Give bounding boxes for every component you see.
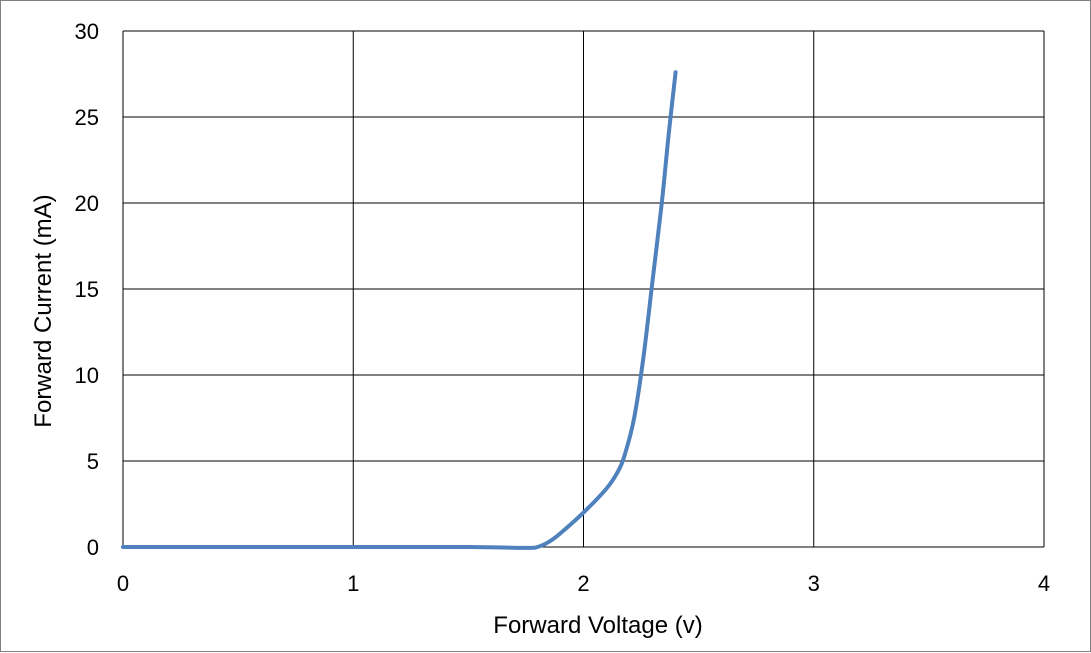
- x-tick-label: 1: [347, 571, 359, 596]
- x-tick-label: 0: [117, 571, 129, 596]
- x-tick-label: 4: [1038, 571, 1050, 596]
- x-axis-title: Forward Voltage (v): [493, 612, 702, 639]
- x-tick-label: 2: [577, 571, 589, 596]
- grid: [123, 31, 1044, 547]
- tick-labels: 0 1 2 3 4 0 5 10 15 20 25 30: [75, 19, 1051, 596]
- y-tick-label: 10: [75, 363, 99, 388]
- y-tick-label: 20: [75, 191, 99, 216]
- series: [123, 72, 676, 548]
- y-tick-label: 15: [75, 277, 99, 302]
- y-tick-label: 30: [75, 19, 99, 44]
- series-line: [123, 72, 676, 548]
- x-tick-label: 3: [808, 571, 820, 596]
- y-tick-label: 25: [75, 105, 99, 130]
- y-axis-title: Forward Current (mA): [30, 194, 57, 427]
- y-tick-label: 5: [87, 449, 99, 474]
- y-tick-label: 0: [87, 535, 99, 560]
